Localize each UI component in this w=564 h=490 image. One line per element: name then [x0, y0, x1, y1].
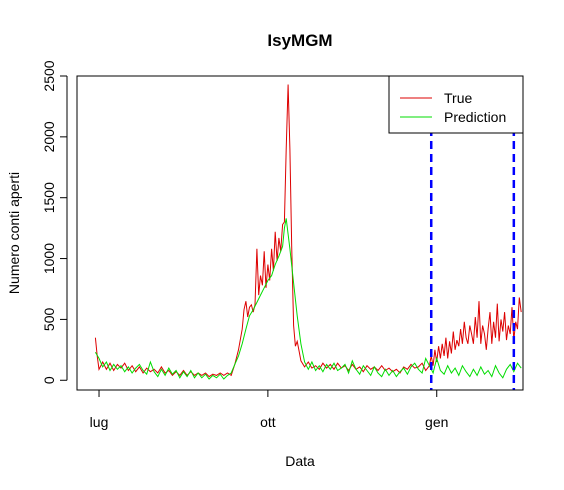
y-tick-label-2000: 2000 [41, 121, 57, 152]
x-tick-label-lug: lug [90, 414, 109, 430]
x-axis-label: Data [285, 453, 315, 469]
legend-box [388, 75, 524, 134]
x-axis: lug ott gen [90, 390, 448, 430]
legend: True Prediction [388, 75, 524, 134]
y-tick-label-1000: 1000 [41, 243, 57, 274]
y-tick-label-0: 0 [41, 376, 57, 384]
series-line-prediction [94, 218, 522, 380]
y-axis-label: Numero conti aperti [6, 172, 22, 294]
legend-prediction-label: Prediction [444, 109, 506, 125]
x-tick-label-ott: ott [260, 414, 276, 430]
plot-frame [76, 75, 524, 391]
y-axis: 0 500 1000 1500 2000 2500 [41, 60, 68, 384]
y-tick-label-1500: 1500 [41, 182, 57, 213]
y-tick-label-2500: 2500 [41, 60, 57, 91]
x-tick-label-gen: gen [425, 414, 448, 430]
chart-title: IsyMGM [267, 31, 332, 50]
legend-true-label: True [444, 90, 472, 106]
y-tick-label-500: 500 [41, 308, 57, 332]
